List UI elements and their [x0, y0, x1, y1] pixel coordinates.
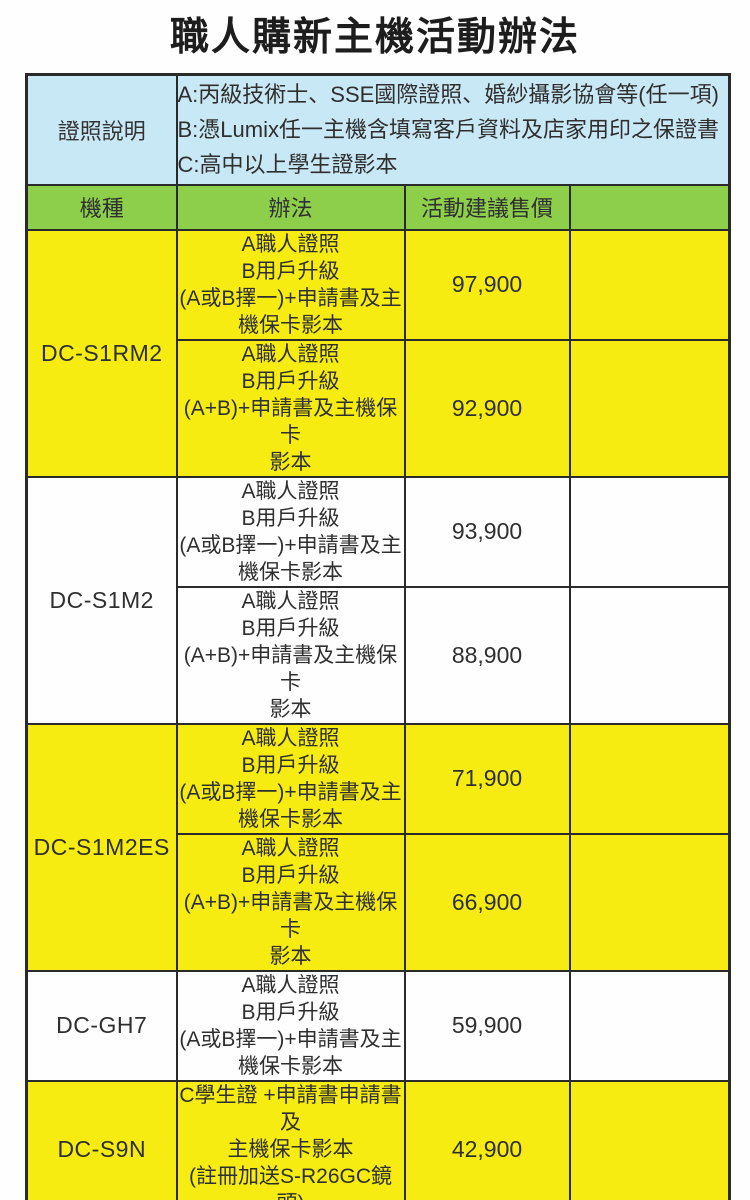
table-row: A職人證照 B用戶升級 (A+B)+申請書及主機保卡 影本 66,900	[27, 832, 731, 972]
table-row: DC-GH7 A職人證照 B用戶升級 (A或B擇一)+申請書及主 機保卡影本 5…	[25, 969, 731, 1082]
license-line-a: A:丙級技術士、SSE國際證照、婚紗攝影協會等(任一項)	[177, 82, 719, 108]
price-cell: 93,900	[403, 475, 571, 588]
table-row: A職人證照 B用戶升級 (A+B)+申請書及主機保卡 影本 92,900	[27, 338, 731, 478]
model-cell: DC-S9N	[25, 1079, 178, 1200]
notes-cell	[568, 585, 731, 725]
table-row: DC-S9N C學生證 +申請書申請書及 主機保卡影本 (註冊加送S-R26GC…	[25, 1079, 731, 1200]
model-cell: DC-S1RM2	[25, 228, 178, 478]
promo-table: 證照說明 A:丙級技術士、SSE國際證照、婚紗攝影協會等(任一項) B:憑Lum…	[25, 73, 731, 1200]
price-cell: 66,900	[403, 832, 571, 972]
license-label-cell: 證照說明	[25, 73, 178, 186]
price-cell: 42,900	[403, 1079, 571, 1200]
license-line-c: C:高中以上學生證影本	[177, 152, 398, 178]
model-cell: DC-GH7	[25, 969, 178, 1082]
price-cell: 97,900	[403, 228, 571, 341]
method-cell: A職人證照 B用戶升級 (A或B擇一)+申請書及主 機保卡影本	[175, 475, 406, 588]
price-cell: 71,900	[403, 722, 571, 835]
notes-cell	[568, 338, 731, 478]
license-details-cell: A:丙級技術士、SSE國際證照、婚紗攝影協會等(任一項) B:憑Lumix任一主…	[175, 73, 731, 186]
notes-cell	[568, 722, 731, 835]
method-cell: A職人證照 B用戶升級 (A或B擇一)+申請書及主 機保卡影本	[175, 228, 406, 341]
column-header-blank	[568, 183, 731, 231]
column-header-price: 活動建議售價	[403, 183, 571, 231]
page-title: 職人購新主機活動辦法	[169, 16, 580, 59]
table-row: DC-S1M2ES A職人證照 B用戶升級 (A或B擇一)+申請書及主 機保卡影…	[25, 722, 731, 972]
column-header-method: 辦法	[175, 183, 406, 231]
license-row: 證照說明 A:丙級技術士、SSE國際證照、婚紗攝影協會等(任一項) B:憑Lum…	[25, 73, 731, 186]
table-row: A職人證照 B用戶升級 (A+B)+申請書及主機保卡 影本 88,900	[27, 585, 731, 725]
notes-cell	[568, 475, 731, 588]
method-cell: A職人證照 B用戶升級 (A+B)+申請書及主機保卡 影本	[175, 832, 406, 972]
method-cell: A職人證照 B用戶升級 (A+B)+申請書及主機保卡 影本	[175, 585, 406, 725]
method-cell: A職人證照 B用戶升級 (A+B)+申請書及主機保卡 影本	[175, 338, 406, 478]
method-cell: A職人證照 B用戶升級 (A或B擇一)+申請書及主 機保卡影本	[175, 969, 406, 1082]
price-cell: 59,900	[403, 969, 571, 1082]
license-line-b: B:憑Lumix任一主機含填寫客戶資料及店家用印之保證書	[177, 117, 719, 143]
price-cell: 88,900	[403, 585, 571, 725]
table-header-row: 機種 辦法 活動建議售價	[25, 183, 731, 231]
notes-cell	[568, 1079, 731, 1200]
table-row: DC-S1RM2 A職人證照 B用戶升級 (A或B擇一)+申請書及主 機保卡影本…	[25, 228, 731, 478]
notes-cell	[568, 228, 731, 341]
model-cell: DC-S1M2	[25, 475, 178, 725]
model-cell: DC-S1M2ES	[25, 722, 178, 972]
notes-cell	[568, 832, 731, 972]
table-row: DC-S1M2 A職人證照 B用戶升級 (A或B擇一)+申請書及主 機保卡影本 …	[25, 475, 731, 725]
method-cell: A職人證照 B用戶升級 (A或B擇一)+申請書及主 機保卡影本	[175, 722, 406, 835]
price-cell: 92,900	[403, 338, 571, 478]
column-header-model: 機種	[25, 183, 178, 231]
notes-cell	[568, 969, 731, 1082]
method-cell: C學生證 +申請書申請書及 主機保卡影本 (註冊加送S-R26GC鏡頭)	[175, 1079, 406, 1200]
